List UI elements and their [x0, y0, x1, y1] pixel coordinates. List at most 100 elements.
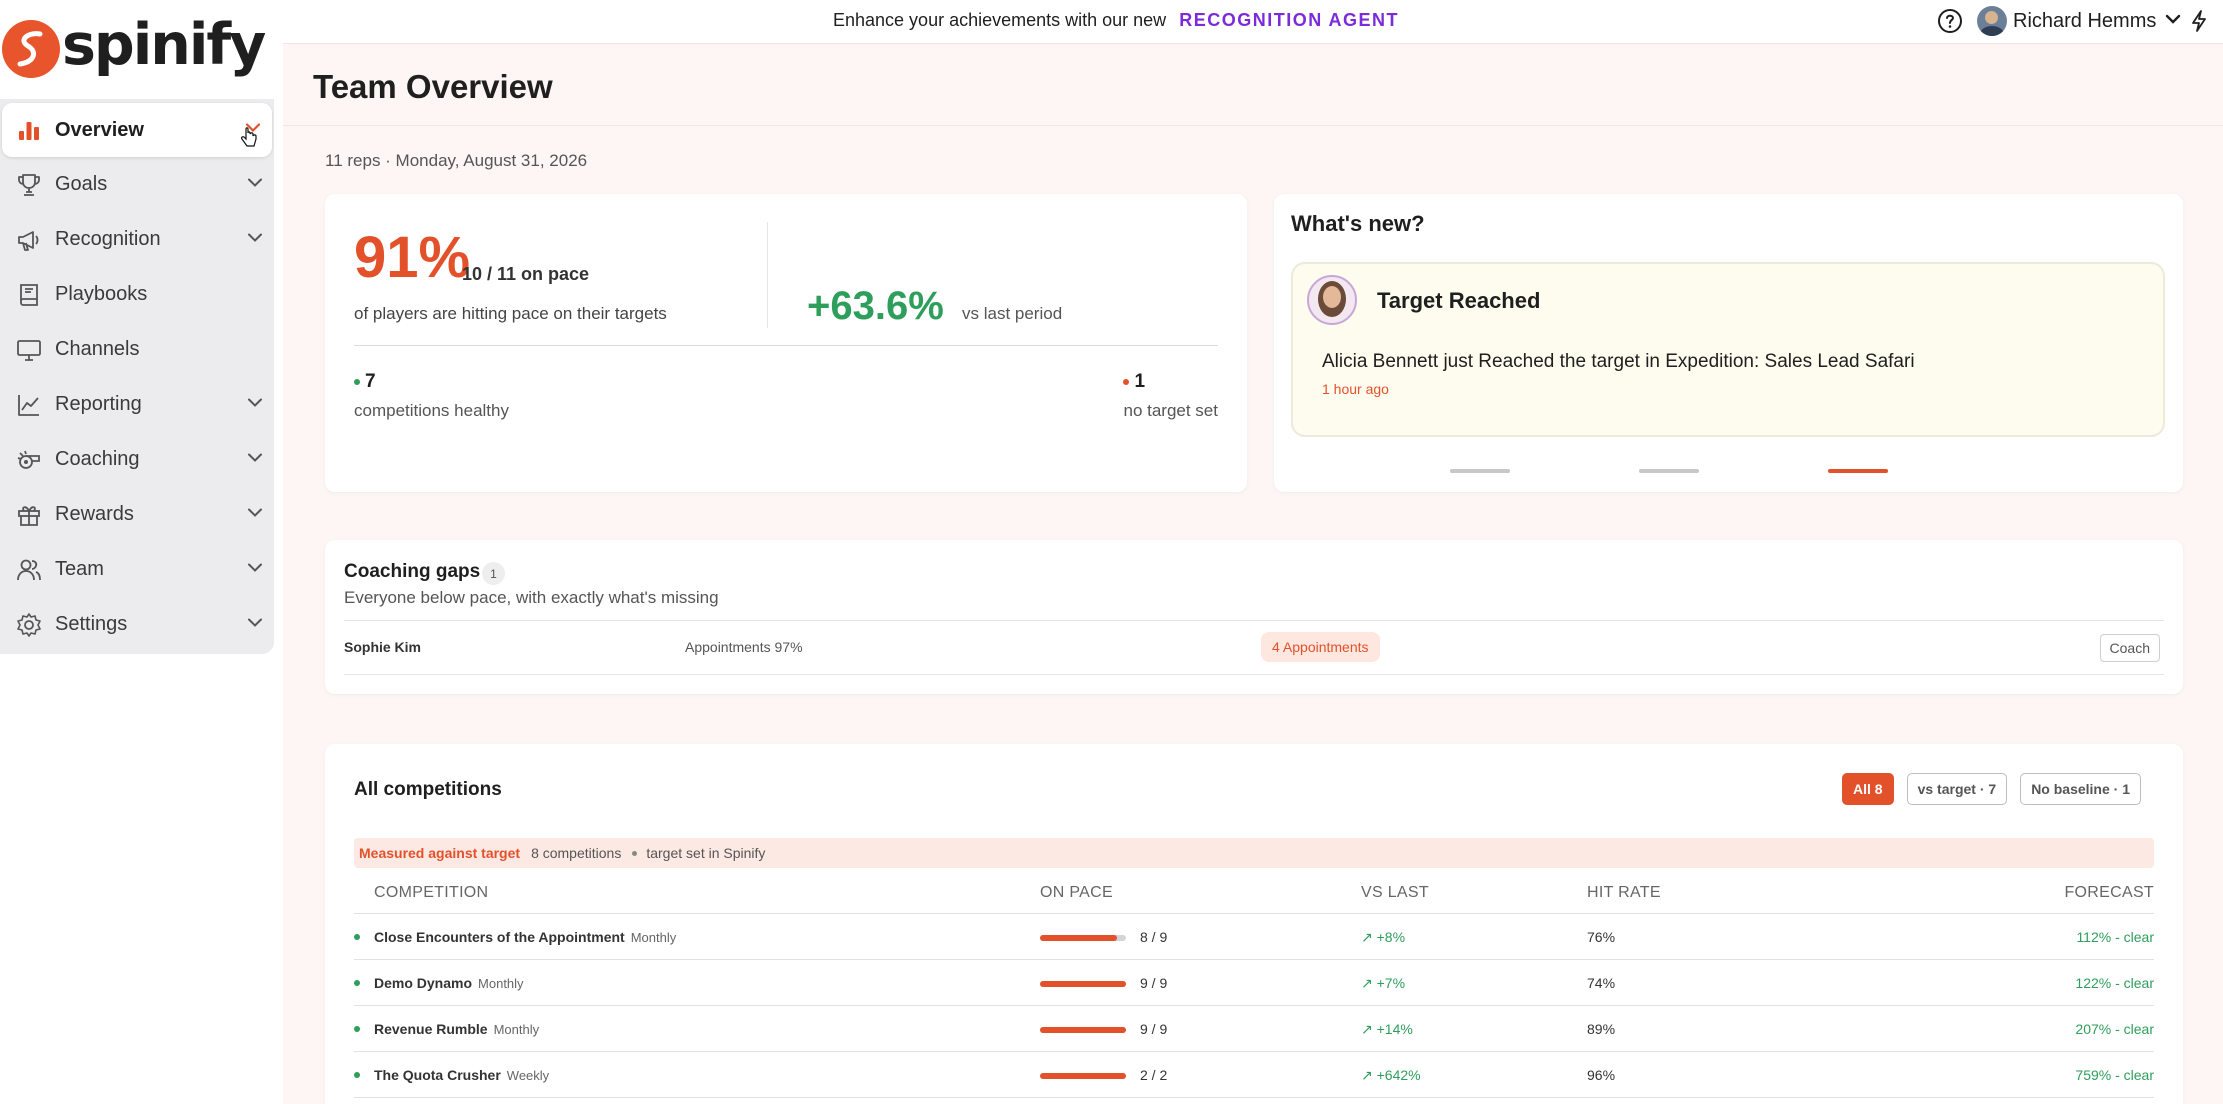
sidebar-item-playbooks[interactable]: Playbooks [0, 267, 274, 322]
measured-label: Measured against target [359, 845, 521, 861]
chevron-down-icon [2164, 10, 2182, 33]
carousel-dot[interactable] [1450, 469, 1510, 473]
chevron-down-icon[interactable] [246, 393, 264, 416]
sidebar-item-label: Rewards [55, 503, 134, 525]
line-chart-icon [15, 391, 43, 419]
sidebar-item-channels[interactable]: Channels [0, 322, 274, 377]
column-header-forecast[interactable]: FORECAST [2064, 884, 2154, 901]
table-header: COMPETITION ON PACE VS LAST HIT RATE FOR… [354, 868, 2154, 914]
no-target-count: 1 [1134, 371, 1146, 392]
table-row[interactable]: Close Encounters of the Appointment Month… [354, 914, 2154, 960]
chevron-down-icon[interactable] [246, 503, 264, 526]
pace-count: 10 / 11 on pace [462, 264, 590, 284]
spinify-logo[interactable]: spinify [2, 16, 266, 82]
table-row[interactable]: Demo Dynamo Monthly 9 / 9 ↗ +7% 74% 122% … [354, 960, 2154, 1006]
sidebar-item-label: Channels [55, 338, 140, 360]
separator-dot [632, 850, 638, 856]
chevron-down-icon[interactable] [246, 173, 264, 196]
vs-last-value: ↗ +8% [1361, 929, 1406, 945]
sidebar-item-reporting[interactable]: Reporting [0, 377, 274, 432]
sidebar-item-settings[interactable]: Settings [0, 597, 274, 652]
user-name: Richard Hemms [2013, 9, 2157, 32]
bolt-icon[interactable] [2189, 9, 2209, 38]
column-header-hit-rate[interactable]: HIT RATE [1587, 884, 1661, 901]
news-item[interactable]: Target Reached Alicia Bennett just Reach… [1291, 262, 2165, 437]
pace-card: 91% 10 / 11 on pace of players are hitti… [325, 194, 1247, 492]
user-menu[interactable]: Richard Hemms [1977, 6, 2182, 36]
carousel-dot[interactable] [1828, 469, 1888, 473]
column-header-vs-last[interactable]: VS LAST [1361, 884, 1429, 901]
status-dot [354, 934, 360, 940]
forecast-value: 122% - clear [2075, 975, 2154, 991]
competitions-table: COMPETITION ON PACE VS LAST HIT RATE FOR… [354, 868, 2154, 1098]
sidebar-item-team[interactable]: Team [0, 542, 274, 597]
chevron-down-icon[interactable] [246, 558, 264, 581]
filter-vs-target-button[interactable]: vs target · 7 [1906, 773, 2008, 805]
avatar [1977, 6, 2007, 36]
sidebar-item-goals[interactable]: Goals [0, 157, 274, 212]
sidebar-item-recognition[interactable]: Recognition [0, 212, 274, 267]
vs-last-value: ↗ +14% [1361, 1021, 1413, 1037]
healthy-label: competitions healthy [354, 401, 509, 420]
table-row[interactable]: Revenue Rumble Monthly 9 / 9 ↗ +14% 89% 2… [354, 1006, 2154, 1052]
divider [354, 345, 1218, 346]
pace-bar-fill [1040, 1027, 1126, 1033]
vs-last-text: +14% [1376, 1021, 1413, 1037]
help-icon[interactable] [1937, 8, 1963, 39]
chevron-down-icon[interactable] [244, 119, 262, 142]
filter-no-baseline-button[interactable]: No baseline · 1 [2020, 773, 2141, 805]
competition-name: Close Encounters of the Appointment Month… [374, 929, 676, 945]
trophy-icon [15, 171, 43, 199]
coaching-gap-row: Sophie Kim Appointments 97% 4 Appointmen… [344, 620, 2164, 675]
table-row[interactable]: The Quota Crusher Weekly 2 / 2 ↗ +642% 96… [354, 1052, 2154, 1098]
recognition-agent-link[interactable]: RECOGNITION AGENT [1179, 10, 1400, 30]
pace-percent: 91% [354, 225, 471, 290]
page-subline: 11 reps · Monday, August 31, 2026 [325, 151, 588, 170]
column-header-on-pace[interactable]: ON PACE [1040, 884, 1113, 901]
whistle-icon [15, 446, 43, 474]
competition-name: Revenue Rumble Monthly [374, 1021, 539, 1037]
page-title: Team Overview [313, 68, 553, 105]
hit-rate-value: 89% [1587, 1021, 1616, 1037]
vs-last-text: +8% [1376, 929, 1406, 945]
measured-note: target set in Spinify [646, 845, 766, 861]
sidebar-item-label: Settings [55, 613, 128, 635]
gap-pill: 4 Appointments [1261, 632, 1380, 662]
measured-count: 8 competitions [531, 845, 622, 861]
carousel-dot[interactable] [1639, 469, 1699, 473]
coach-button[interactable]: Coach [2099, 634, 2160, 662]
book-icon [15, 281, 43, 309]
vs-last-text: +642% [1376, 1067, 1421, 1083]
pace-delta-label: vs last period [962, 304, 1063, 323]
sidebar-item-overview[interactable]: Overview [2, 103, 272, 157]
sidebar-item-rewards[interactable]: Rewards [0, 487, 274, 542]
no-target-label: no target set [1123, 401, 1218, 420]
bar-chart-icon [15, 116, 43, 144]
column-header-competition[interactable]: COMPETITION [374, 884, 489, 901]
users-icon [15, 556, 43, 584]
chevron-down-icon[interactable] [246, 613, 264, 636]
vs-last-text: +7% [1376, 975, 1406, 991]
on-pace-value: 9 / 9 [1140, 975, 1168, 991]
rep-name: Sophie Kim [344, 639, 422, 655]
filter-all-button[interactable]: All 8 [1842, 773, 1894, 805]
pace-bar [1040, 935, 1126, 941]
competitions-title: All competitions [354, 779, 502, 800]
sidebar: spinify Overview Goals Rec [0, 0, 283, 1104]
whats-new-card: What's new? Target Reached Alicia Bennet… [1274, 194, 2183, 492]
sidebar-item-label: Playbooks [55, 283, 148, 305]
hand-pointer-icon [240, 127, 258, 155]
news-body: Alicia Bennett just Reached the target i… [1322, 351, 1915, 372]
pace-bar-fill [1040, 981, 1126, 987]
competition-period: Monthly [493, 1022, 540, 1037]
pace-bar-fill [1040, 935, 1117, 941]
competition-name: The Quota Crusher Weekly [374, 1067, 549, 1083]
pace-description: of players are hitting pace on their tar… [354, 304, 667, 323]
gear-icon [15, 611, 43, 639]
main-content: Team Overview 11 reps · Monday, August 3… [283, 44, 2223, 1104]
chevron-down-icon[interactable] [246, 448, 264, 471]
sidebar-item-coaching[interactable]: Coaching [0, 432, 274, 487]
on-pace-value: 2 / 2 [1140, 1067, 1168, 1083]
chevron-down-icon[interactable] [246, 228, 264, 251]
competition-period: Monthly [630, 930, 677, 945]
